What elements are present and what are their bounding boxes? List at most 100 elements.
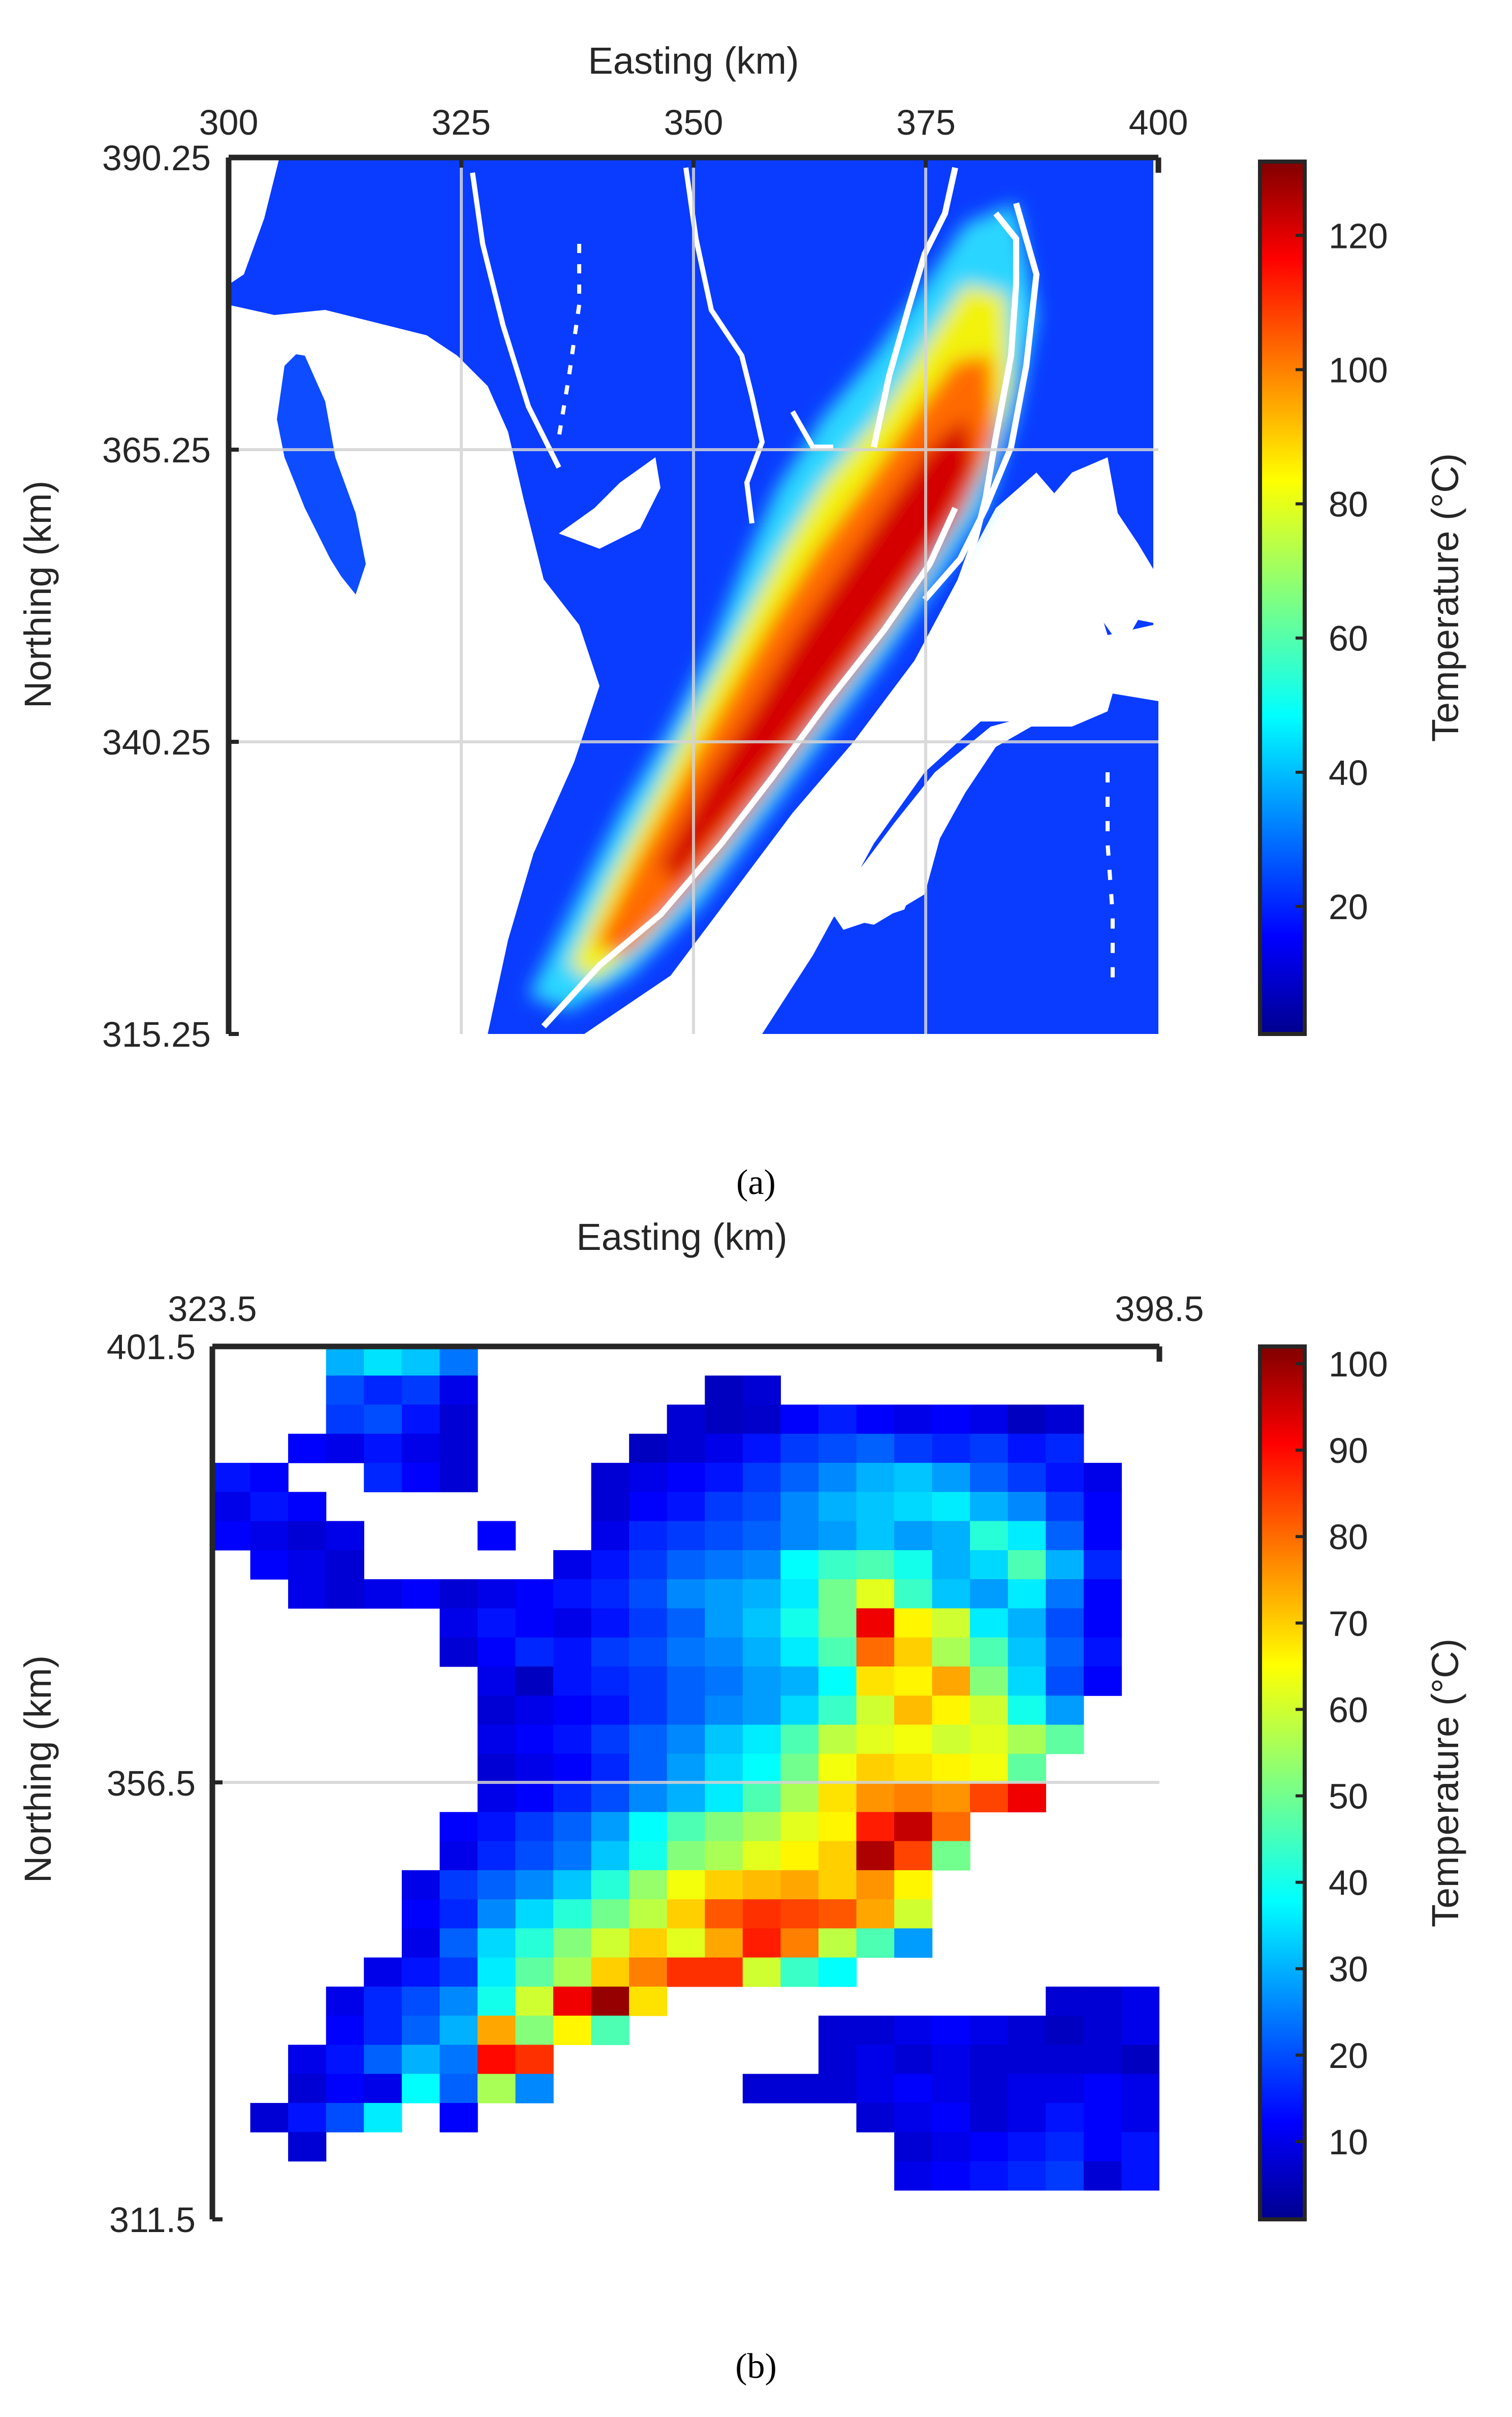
heatmap-cell — [742, 1783, 781, 1812]
heatmap-cell — [477, 1783, 516, 1812]
heatmap-cell — [401, 1375, 440, 1405]
heatmap-cell — [1007, 1696, 1046, 1725]
heatmap-cell — [326, 2102, 364, 2132]
heatmap-cell — [856, 2074, 895, 2104]
heatmap-cell — [1121, 1986, 1159, 2016]
heatmap-cell — [477, 1521, 516, 1551]
heatmap-cell — [742, 1928, 781, 1958]
heatmap-cell — [439, 2074, 478, 2104]
heatmap-cell — [742, 1375, 781, 1405]
heatmap-cell — [932, 2045, 970, 2075]
heatmap-cell — [553, 1637, 592, 1667]
heatmap-cell — [591, 1637, 629, 1667]
heatmap-cell — [515, 2045, 554, 2075]
heatmap-cell — [970, 1608, 1009, 1638]
heatmap-cell — [894, 1550, 933, 1580]
heatmap-cell — [326, 1346, 364, 1376]
heatmap-cell — [1046, 1521, 1084, 1551]
heatmap-cell — [477, 1986, 516, 2016]
heatmap-cell — [932, 1521, 970, 1551]
heatmap-cell — [439, 1608, 478, 1638]
heatmap-cell — [780, 1666, 819, 1696]
heatmap-cell — [742, 1492, 781, 1522]
heatmap-cell — [439, 1928, 478, 1958]
field-a-fault-7 — [557, 244, 581, 437]
heatmap-cell — [970, 1433, 1009, 1463]
heatmap-cell — [1121, 2016, 1159, 2045]
heatmap-cell — [326, 1986, 364, 2016]
heatmap-cell — [856, 1870, 895, 1900]
heatmap-cell — [553, 1986, 592, 2016]
heatmap-cell — [932, 1463, 970, 1492]
heatmap-cell — [1083, 2132, 1122, 2162]
heatmap-cell — [742, 1637, 781, 1667]
heatmap-cell — [364, 1375, 402, 1405]
heatmap-cell — [591, 1870, 629, 1900]
field-a-fault-4 — [470, 172, 561, 469]
heatmap-cell — [1007, 1579, 1046, 1609]
heatmap-cell — [553, 1579, 592, 1609]
heatmap-cell — [250, 1550, 289, 1580]
heatmap-cell — [401, 1986, 440, 2016]
heatmap-cell — [515, 1957, 554, 1987]
heatmap-cell — [667, 1521, 705, 1551]
heatmap-cell — [667, 1433, 705, 1463]
heatmap-cell — [1121, 2161, 1159, 2191]
heatmap-cell — [515, 1870, 554, 1900]
heatmap-cell — [591, 1463, 629, 1492]
heatmap-cell — [742, 1433, 781, 1463]
heatmap-cell — [1046, 1433, 1084, 1463]
heatmap-cell — [515, 1753, 554, 1783]
heatmap-cell — [780, 1696, 819, 1725]
panel-b: Easting (km) Northing (km) 323.5 398.5 40… — [17, 1216, 1466, 2386]
heatmap-cell — [932, 1550, 970, 1580]
heatmap-cell — [591, 2016, 629, 2045]
panel-a-y-tick-label: 390.25 — [102, 138, 211, 178]
heatmap-cell — [629, 1899, 668, 1929]
heatmap-cell — [212, 1492, 251, 1522]
heatmap-cell — [1007, 1724, 1046, 1754]
heatmap-cell — [1007, 1521, 1046, 1551]
heatmap-cell — [477, 1812, 516, 1842]
heatmap-cell — [667, 1841, 705, 1871]
heatmap-cell — [515, 2016, 554, 2045]
heatmap-cell — [439, 1812, 478, 1842]
heatmap-cell — [667, 1696, 705, 1725]
heatmap-cell — [1046, 2102, 1084, 2132]
heatmap-cell — [364, 1346, 402, 1376]
heatmap-cell — [553, 1928, 592, 1958]
heatmap-cell — [932, 1696, 970, 1725]
heatmap-cell — [1083, 1637, 1122, 1667]
heatmap-cell — [553, 1841, 592, 1871]
heatmap-cell — [553, 1608, 592, 1638]
heatmap-cell — [818, 1753, 857, 1783]
heatmap-cell — [780, 1637, 819, 1667]
heatmap-cell — [818, 1666, 857, 1696]
panel-a-gridlines — [229, 158, 1158, 1034]
heatmap-cell — [364, 2045, 402, 2075]
heatmap-cell — [970, 2102, 1009, 2132]
heatmap-cell — [667, 1957, 705, 1987]
heatmap-cell — [364, 1433, 402, 1463]
panel-b-y-tick-label: 401.5 — [107, 1327, 196, 1367]
heatmap-cell — [477, 1696, 516, 1725]
heatmap-cell — [970, 2045, 1009, 2075]
heatmap-cell — [742, 2074, 781, 2104]
heatmap-cell — [1121, 2102, 1159, 2132]
panel-a-colorbar — [1258, 160, 1307, 1036]
heatmap-cell — [894, 1463, 933, 1492]
heatmap-cell — [515, 1666, 554, 1696]
heatmap-cell — [401, 2016, 440, 2045]
heatmap-cell — [970, 1724, 1009, 1754]
heatmap-cell — [1046, 2074, 1084, 2104]
heatmap-cell — [667, 1783, 705, 1812]
heatmap-cell — [705, 1696, 743, 1725]
heatmap-cell — [932, 1783, 970, 1812]
field-a-nodata-east — [823, 457, 1158, 925]
heatmap-cell — [629, 1870, 668, 1900]
heatmap-cell — [1046, 1492, 1084, 1522]
heatmap-cell — [1007, 1492, 1046, 1522]
field-a-nodata-notch — [559, 457, 660, 549]
heatmap-cell — [705, 1521, 743, 1551]
panel-a-ylabel: Northing (km) — [17, 481, 59, 708]
